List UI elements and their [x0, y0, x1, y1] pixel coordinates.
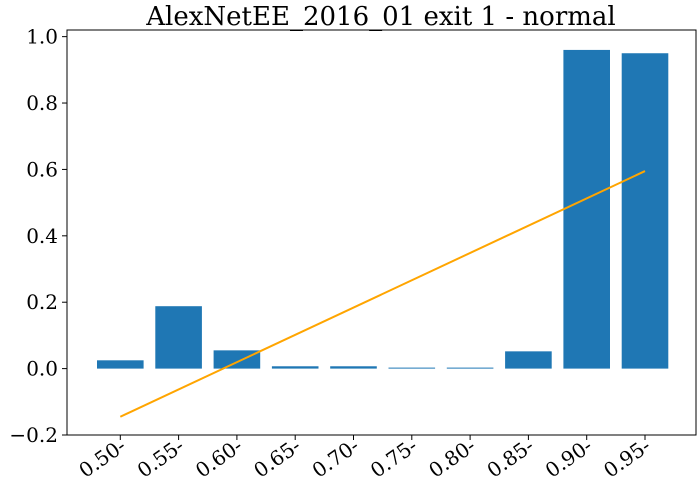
- x-tick-label: 0.80-: [424, 433, 480, 482]
- x-tick-label: 0.50-: [74, 433, 130, 482]
- y-tick-label: 0.6: [26, 157, 58, 181]
- bar-075: [388, 367, 436, 369]
- x-tick-label: 0.70-: [308, 433, 364, 482]
- bar-055: [155, 306, 202, 369]
- plot-frame: [66, 29, 697, 436]
- y-tick-label: 0.4: [26, 224, 58, 248]
- bar-080: [446, 367, 494, 369]
- chart-title: AlexNetEE_2016_01 exit 1 - normal: [145, 2, 615, 32]
- bar-065: [271, 366, 319, 369]
- x-tick-label: 0.85-: [482, 433, 538, 482]
- y-tick-label: 0.0: [26, 357, 58, 381]
- trend-line: [119, 170, 646, 418]
- x-tick-label: 0.75-: [366, 433, 422, 482]
- bar-090: [563, 49, 610, 369]
- bar-060: [213, 350, 261, 369]
- y-tick-label: 0.8: [26, 91, 58, 115]
- x-tick-label: 0.60-: [191, 433, 247, 482]
- bar-095: [621, 53, 669, 369]
- bar-070: [330, 366, 377, 369]
- bar-085: [505, 351, 552, 369]
- y-tick-label: 0.2: [26, 290, 58, 314]
- x-axis: 0.50- 0.55- 0.60- 0.65- 0.70- 0.75- 0.80- 0.85-…: [74, 433, 654, 482]
- x-tick-label: 0.65-: [249, 433, 305, 482]
- bars-group: [97, 49, 669, 369]
- y-tick-label: −0.2: [9, 423, 58, 447]
- bar-050: [97, 360, 144, 369]
- x-tick-label: 0.95-: [599, 433, 655, 482]
- x-tick-label: 0.90-: [541, 433, 597, 482]
- y-axis: −0.2 0.0 0.2 0.4 0.6 0.8 1.0: [9, 25, 67, 447]
- y-tick-label: 1.0: [26, 25, 58, 49]
- x-tick-label: 0.55-: [133, 433, 189, 482]
